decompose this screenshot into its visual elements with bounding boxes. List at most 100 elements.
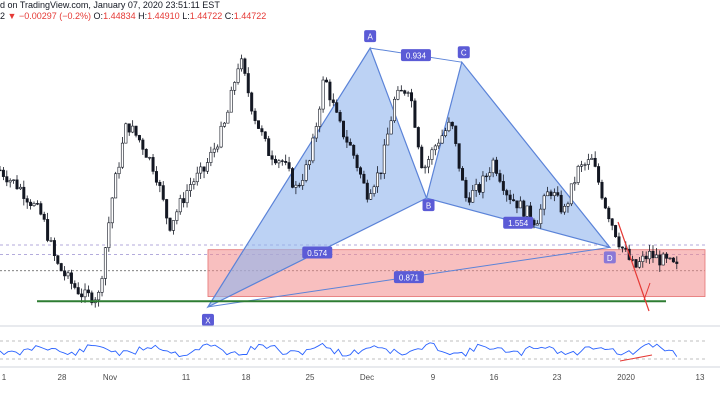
candle-body: [522, 200, 526, 217]
x-tick-label: Dec: [360, 373, 374, 382]
candle-body: [263, 131, 267, 139]
candle-body: [131, 125, 135, 133]
x-tick-label: 28: [58, 373, 67, 382]
candle-body: [501, 181, 505, 191]
candle-body: [478, 184, 482, 193]
candle-body: [219, 125, 223, 148]
candle-body: [450, 121, 454, 127]
candle-body: [256, 120, 260, 129]
candle-body: [641, 255, 645, 262]
x-tick-label: 11: [182, 373, 191, 382]
candle-body: [290, 168, 294, 188]
candle-body: [617, 236, 621, 248]
candle-body: [427, 159, 431, 168]
candle-body: [239, 58, 243, 70]
candle-body: [100, 278, 104, 293]
candle-body: [437, 142, 441, 147]
candle-body: [199, 166, 203, 174]
candle-body: [433, 145, 437, 151]
candle-body: [481, 175, 485, 193]
candle-body: [304, 164, 308, 181]
candle-body: [69, 272, 73, 284]
ratio-label-x-d: 0.871: [393, 271, 424, 284]
candle-body: [580, 164, 584, 167]
candle-body: [447, 121, 451, 132]
candle-body: [117, 166, 121, 175]
candle-body: [505, 190, 509, 196]
candle-body: [110, 197, 114, 224]
oscillator-line: [0, 342, 678, 358]
candle-body: [393, 98, 397, 122]
candle-body: [205, 162, 209, 172]
candle-body: [372, 186, 376, 194]
candle-body: [416, 127, 420, 148]
candle-body: [515, 200, 519, 209]
candle-body: [90, 292, 94, 304]
candle-body: [365, 182, 369, 200]
candle-body: [15, 179, 19, 190]
candle-body: [287, 162, 291, 169]
candle-body: [406, 92, 410, 94]
candle-body: [324, 79, 328, 83]
candle-body: [355, 155, 359, 169]
candle-body: [569, 183, 573, 205]
close-value: 1.44722: [233, 11, 267, 21]
candle-body: [134, 125, 138, 136]
header-ohlc: 2 ▼ −0.00297 (−0.2%) O:1.44834 H:1.44910…: [0, 11, 266, 22]
candle-body: [491, 159, 495, 174]
candle-body: [76, 287, 80, 295]
candle-body: [39, 203, 43, 215]
candle-body: [161, 185, 165, 200]
ratio-label-text: 0.871: [399, 274, 420, 283]
candle-body: [182, 198, 186, 204]
x-tick-label: 13: [696, 373, 705, 382]
candle-body: [454, 125, 458, 144]
candle-body: [508, 194, 512, 200]
candle-body: [668, 257, 672, 260]
candle-body: [229, 89, 233, 113]
candle-body: [301, 180, 305, 186]
candle-body: [175, 211, 179, 221]
candle-body: [651, 250, 655, 259]
candle-body: [243, 58, 247, 74]
candle-body: [236, 68, 240, 83]
point-label-text: B: [426, 202, 431, 211]
candlesticks: [0, 54, 679, 308]
candle-body: [267, 138, 271, 156]
ratio-label-text: 0.934: [406, 52, 427, 61]
candle-body: [654, 254, 658, 259]
candle-body: [379, 172, 383, 175]
candle-body: [386, 133, 390, 146]
x-tick-label: 1: [2, 373, 7, 382]
candle-body: [566, 203, 570, 207]
point-label-box: [201, 313, 214, 326]
x-tick-label: 16: [490, 373, 499, 382]
candle-body: [18, 186, 22, 190]
candle-body: [1, 169, 5, 177]
candle-body: [556, 192, 560, 196]
candle-body: [590, 157, 594, 160]
candle-body: [307, 160, 311, 166]
candle-body: [352, 144, 356, 156]
header-prefix: 2: [0, 11, 6, 21]
candle-body: [127, 123, 131, 133]
candle-body: [192, 181, 196, 185]
candle-body: [216, 146, 220, 150]
candle-body: [542, 195, 546, 210]
high-label: H:: [138, 11, 148, 21]
point-a-label: A: [364, 30, 377, 43]
candle-body: [80, 293, 84, 298]
candle-body: [518, 200, 522, 209]
candle-body: [188, 184, 192, 191]
ratio-label-b-d: 1.554: [503, 216, 534, 229]
candle-body: [83, 289, 87, 298]
candle-body: [444, 130, 448, 137]
candle-body: [165, 199, 169, 219]
candle-body: [512, 199, 516, 202]
candle-body: [42, 213, 46, 220]
candle-body: [120, 142, 124, 168]
candle-body: [603, 197, 607, 209]
low-label: L:: [182, 11, 190, 21]
point-d-label: D: [603, 251, 616, 264]
